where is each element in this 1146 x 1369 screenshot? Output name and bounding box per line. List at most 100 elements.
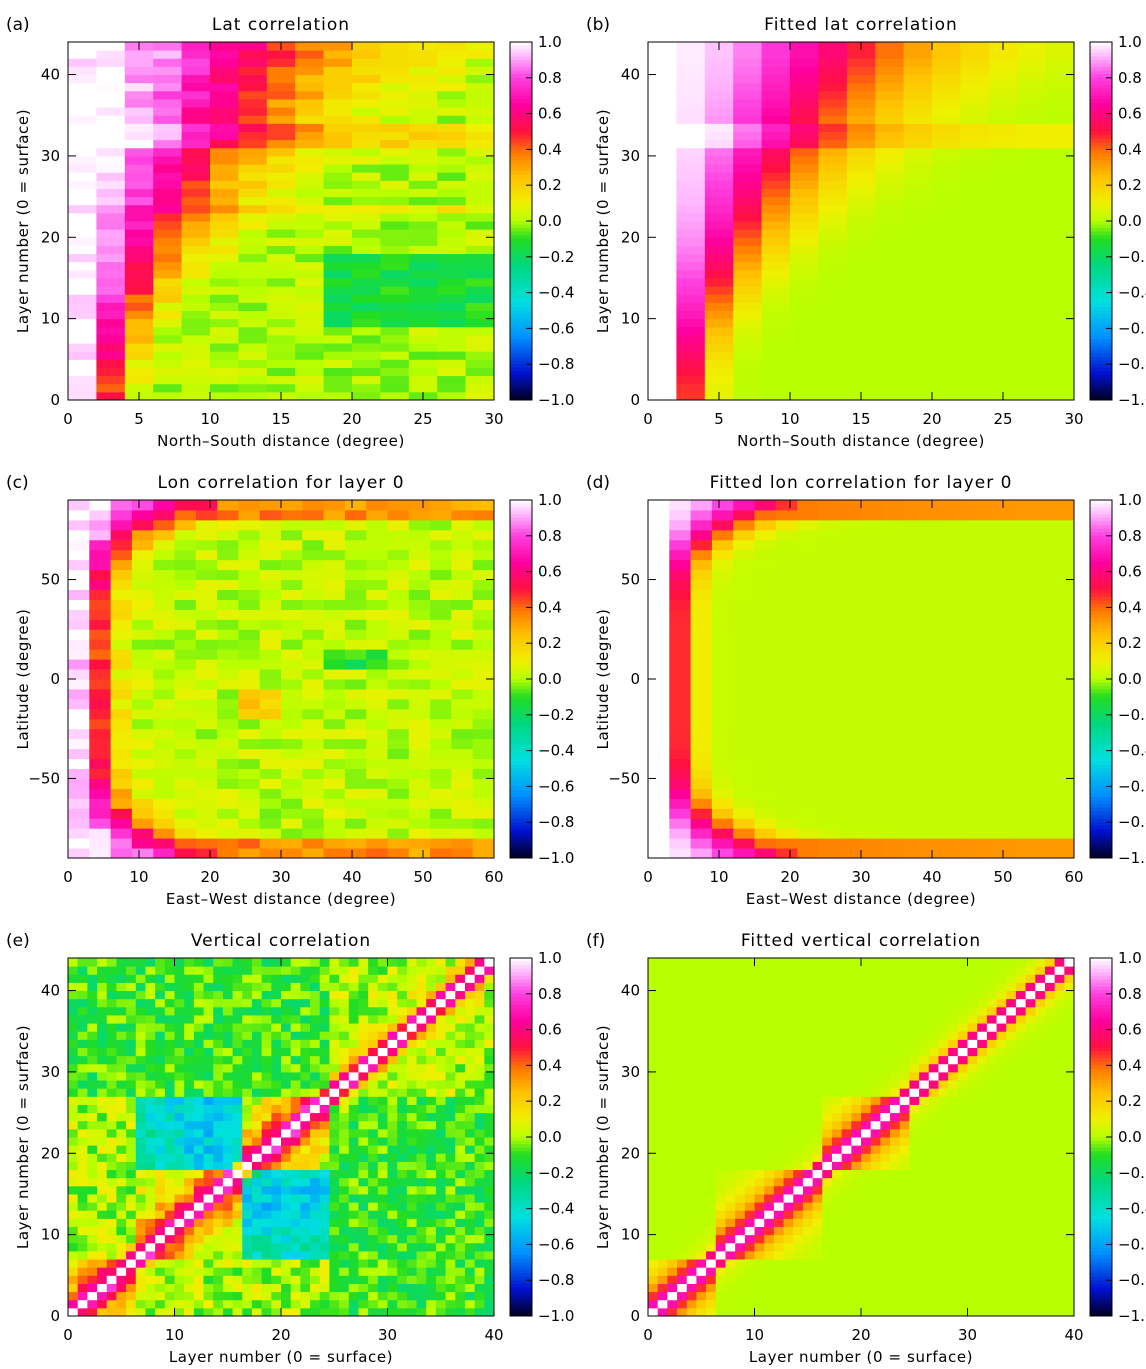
heatmap-cell <box>960 90 990 100</box>
heatmap-cell <box>174 1226 185 1236</box>
colorbar-segment <box>1090 224 1112 229</box>
heatmap-cell <box>174 990 185 1000</box>
colorbar-segment <box>1090 675 1112 680</box>
heatmap-cell <box>704 58 734 67</box>
heatmap-cell <box>387 1250 398 1260</box>
heatmap-cell <box>846 237 876 246</box>
heatmap-cell <box>222 1185 234 1195</box>
heatmap-cell <box>261 1120 272 1130</box>
heatmap-cell <box>87 1275 98 1284</box>
heatmap-cell <box>97 1145 108 1154</box>
heatmap-cell <box>846 286 876 295</box>
heatmap-cell <box>818 818 841 829</box>
heatmap-cell <box>430 708 452 720</box>
heatmap-cell <box>242 1177 253 1187</box>
heatmap-cell <box>77 1226 88 1236</box>
panel-label: (c) <box>6 473 29 493</box>
heatmap-cell <box>861 559 883 571</box>
heatmap-cell <box>323 245 353 255</box>
heatmap-cell <box>210 188 239 198</box>
heatmap-cell <box>116 1218 127 1227</box>
heatmap-cell <box>397 998 408 1008</box>
heatmap-cell <box>1045 229 1075 238</box>
heatmap-cell <box>1045 221 1075 230</box>
heatmap-cell <box>193 1259 205 1268</box>
heatmap-cell <box>87 1193 98 1203</box>
heatmap-cell <box>310 1047 321 1057</box>
heatmap-cell <box>164 1177 175 1187</box>
heatmap-cell <box>733 212 763 222</box>
heatmap-cell <box>131 649 154 660</box>
heatmap-cell <box>295 58 325 67</box>
heatmap-cell <box>106 1145 117 1154</box>
heatmap-cell <box>818 748 841 760</box>
heatmap-cell <box>368 1193 379 1203</box>
heatmap-cell <box>68 958 79 967</box>
heatmap-cell <box>875 245 905 255</box>
heatmap-cell <box>988 589 1011 600</box>
heatmap-cell <box>408 838 431 849</box>
heatmap-cell <box>790 269 819 279</box>
heatmap-cell <box>967 500 990 511</box>
heatmap-cell <box>281 599 303 610</box>
heatmap-cell <box>903 609 926 620</box>
heatmap-cell <box>704 131 734 141</box>
heatmap-cell <box>437 82 467 92</box>
heatmap-cell <box>68 1039 79 1048</box>
heatmap-cell <box>387 500 410 511</box>
heatmap-cell <box>323 367 353 377</box>
heatmap-cell <box>184 1031 195 1040</box>
heatmap-cell <box>302 718 325 730</box>
heatmap-cell <box>110 579 133 590</box>
heatmap-cell <box>903 107 933 116</box>
heatmap-cell <box>472 708 495 720</box>
colorbar-tick-label: −0.6 <box>1118 319 1146 337</box>
heatmap-cell <box>217 748 239 760</box>
heatmap-cell <box>184 1267 195 1276</box>
heatmap-cell <box>711 698 734 710</box>
heatmap-cell <box>839 599 862 610</box>
heatmap-cell <box>465 147 495 157</box>
heatmap-cell <box>323 90 353 100</box>
heatmap-cell <box>846 147 876 157</box>
heatmap-cell <box>437 367 467 377</box>
heatmap-cell <box>251 1153 263 1162</box>
heatmap-cell <box>193 1128 205 1138</box>
colorbar-segment <box>1090 811 1112 816</box>
heatmap-cell <box>988 58 1018 67</box>
heatmap-cell <box>89 669 112 680</box>
heatmap-cell <box>1045 375 1075 385</box>
heatmap-cell <box>903 509 926 521</box>
heatmap-cell <box>174 738 197 750</box>
heatmap-cell <box>300 1112 311 1122</box>
heatmap-cell <box>232 1006 243 1016</box>
heatmap-cell <box>155 1120 166 1130</box>
colorbar-tick-label: 0.4 <box>1118 140 1142 158</box>
heatmap-cell <box>903 294 933 303</box>
heatmap-cell <box>339 990 350 1000</box>
heatmap-cell <box>181 310 211 320</box>
heatmap-cell <box>875 343 905 352</box>
heatmap-cell <box>733 758 755 769</box>
heatmap-cell <box>406 1039 418 1048</box>
heatmap-cell <box>232 1234 243 1244</box>
heatmap-cell <box>238 180 268 189</box>
colorbar-segment <box>510 514 532 519</box>
heatmap-cell <box>690 748 713 760</box>
heatmap-cell <box>818 131 848 141</box>
heatmap-cell <box>426 1128 437 1138</box>
colorbar-segment <box>1090 349 1112 354</box>
heatmap-cell <box>96 269 126 279</box>
heatmap-cell <box>164 1047 175 1057</box>
heatmap-cell <box>818 698 841 710</box>
heatmap-cell <box>988 579 1011 590</box>
heatmap-cell <box>126 1080 137 1089</box>
heatmap-cell <box>818 188 848 198</box>
heatmap-cell <box>761 123 791 132</box>
heatmap-cell <box>676 204 706 214</box>
heatmap-cell <box>323 509 346 521</box>
heatmap-cell <box>380 310 410 320</box>
heatmap-cell <box>153 669 175 680</box>
heatmap-cell <box>472 838 495 849</box>
colorbar-segment <box>1090 167 1112 172</box>
